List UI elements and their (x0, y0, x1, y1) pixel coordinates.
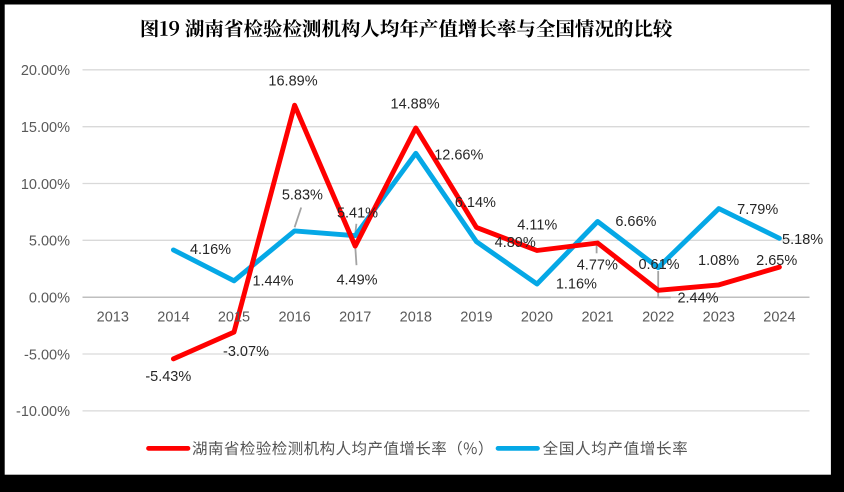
svg-text:1.08%: 1.08% (698, 253, 739, 269)
svg-text:1.16%: 1.16% (556, 276, 597, 292)
svg-text:2016: 2016 (278, 309, 310, 325)
svg-text:7.79%: 7.79% (737, 202, 778, 218)
svg-text:12.66%: 12.66% (434, 148, 483, 164)
svg-text:6.14%: 6.14% (455, 195, 496, 211)
svg-text:-10.00%: -10.00% (16, 404, 70, 420)
svg-text:2024: 2024 (763, 309, 795, 325)
svg-text:-5.00%: -5.00% (24, 347, 70, 363)
svg-text:0.61%: 0.61% (638, 257, 679, 273)
svg-text:4.49%: 4.49% (336, 272, 377, 288)
svg-text:1.44%: 1.44% (252, 273, 293, 289)
svg-text:5.18%: 5.18% (782, 232, 823, 248)
svg-text:4.11%: 4.11% (517, 218, 557, 234)
svg-text:-5.43%: -5.43% (145, 369, 191, 385)
svg-text:2014: 2014 (157, 309, 189, 325)
svg-text:2015: 2015 (218, 309, 250, 325)
svg-text:5.83%: 5.83% (282, 188, 323, 204)
svg-text:10.00%: 10.00% (21, 177, 70, 193)
svg-text:2019: 2019 (460, 309, 492, 325)
svg-text:2021: 2021 (581, 309, 613, 325)
svg-text:4.16%: 4.16% (190, 242, 231, 258)
svg-text:4.89%: 4.89% (495, 235, 536, 251)
svg-text:2022: 2022 (642, 309, 674, 325)
svg-text:15.00%: 15.00% (21, 120, 70, 136)
svg-text:2020: 2020 (521, 309, 553, 325)
svg-text:0.00%: 0.00% (29, 291, 70, 307)
svg-text:2017: 2017 (339, 309, 371, 325)
svg-text:2.44%: 2.44% (677, 291, 718, 307)
svg-text:2013: 2013 (97, 309, 129, 325)
svg-text:-3.07%: -3.07% (223, 344, 269, 360)
svg-text:5.00%: 5.00% (29, 234, 70, 250)
svg-text:20.00%: 20.00% (21, 63, 70, 79)
svg-text:16.89%: 16.89% (268, 73, 317, 89)
svg-text:5.41%: 5.41% (337, 206, 378, 222)
svg-text:2018: 2018 (400, 309, 432, 325)
svg-text:6.66%: 6.66% (615, 214, 656, 230)
svg-text:2.65%: 2.65% (756, 253, 797, 269)
svg-text:2023: 2023 (703, 309, 735, 325)
svg-text:4.77%: 4.77% (577, 257, 618, 273)
svg-text:14.88%: 14.88% (391, 96, 440, 112)
